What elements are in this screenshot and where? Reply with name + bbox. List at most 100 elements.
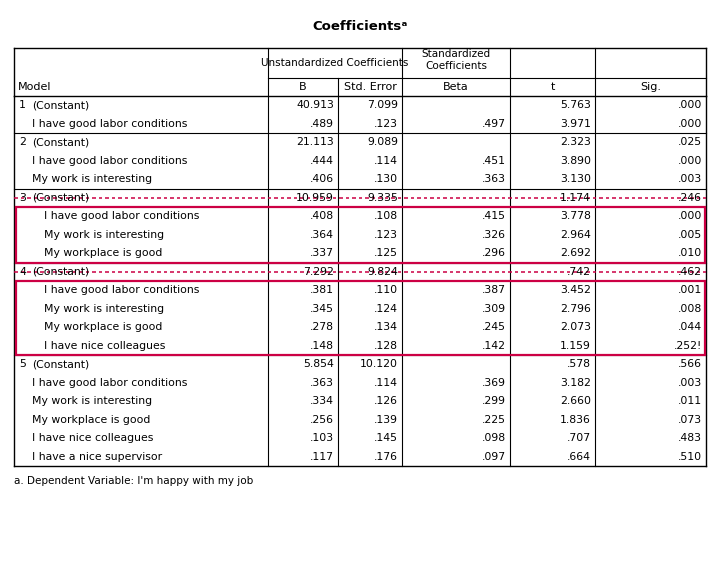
Text: (Constant): (Constant)	[32, 267, 89, 276]
Text: 2.692: 2.692	[560, 248, 591, 258]
Text: .742: .742	[567, 267, 591, 276]
Bar	[16, 207, 704, 263]
Text: 2.796: 2.796	[560, 304, 591, 314]
Text: .005: .005	[678, 230, 702, 240]
Text: 2.660: 2.660	[560, 396, 591, 406]
Text: (Constant): (Constant)	[32, 359, 89, 369]
Text: .123: .123	[374, 119, 398, 129]
Text: .510: .510	[678, 452, 702, 462]
Text: .125: .125	[374, 248, 398, 258]
Text: Beta: Beta	[443, 82, 469, 92]
Text: Unstandardized Coefficients: Unstandardized Coefficients	[261, 58, 409, 68]
Text: 9.089: 9.089	[367, 137, 398, 147]
Text: .103: .103	[310, 433, 334, 444]
Text: .010: .010	[678, 248, 702, 258]
Text: .008: .008	[678, 304, 702, 314]
Text: .000: .000	[678, 119, 702, 129]
Text: 4: 4	[19, 267, 26, 276]
Text: 3: 3	[19, 193, 26, 203]
Text: .124: .124	[374, 304, 398, 314]
Text: 3.890: 3.890	[560, 156, 591, 166]
Text: 3.778: 3.778	[560, 211, 591, 221]
Text: 1.159: 1.159	[560, 341, 591, 351]
Text: I have good labor conditions: I have good labor conditions	[44, 285, 199, 295]
Text: .252!: .252!	[674, 341, 702, 351]
Text: I have good labor conditions: I have good labor conditions	[44, 211, 199, 221]
Text: Coefficientsᵃ: Coefficientsᵃ	[312, 20, 408, 32]
Text: .123: .123	[374, 230, 398, 240]
Text: .337: .337	[310, 248, 334, 258]
Text: My work is interesting: My work is interesting	[44, 304, 164, 314]
Text: (Constant): (Constant)	[32, 100, 89, 110]
Text: 7.292: 7.292	[303, 267, 334, 276]
Text: .462: .462	[678, 267, 702, 276]
Text: .108: .108	[374, 211, 398, 221]
Text: 2.073: 2.073	[560, 322, 591, 332]
Text: Sig.: Sig.	[640, 82, 661, 92]
Text: .128: .128	[374, 341, 398, 351]
Text: I have good labor conditions: I have good labor conditions	[32, 119, 187, 129]
Text: .299: .299	[482, 396, 506, 406]
Text: 10.959: 10.959	[296, 193, 334, 203]
Text: 5: 5	[19, 359, 26, 369]
Text: 40.913: 40.913	[296, 100, 334, 110]
Text: .142: .142	[482, 341, 506, 351]
Text: .363: .363	[482, 175, 506, 184]
Text: (Constant): (Constant)	[32, 137, 89, 147]
Text: 2.323: 2.323	[560, 137, 591, 147]
Text: .126: .126	[374, 396, 398, 406]
Text: 9.335: 9.335	[367, 193, 398, 203]
Text: 3.971: 3.971	[560, 119, 591, 129]
Text: .176: .176	[374, 452, 398, 462]
Text: .246: .246	[678, 193, 702, 203]
Text: 1: 1	[19, 100, 26, 110]
Bar	[16, 281, 704, 355]
Text: .497: .497	[482, 119, 506, 129]
Text: .003: .003	[678, 175, 702, 184]
Text: .707: .707	[567, 433, 591, 444]
Text: .369: .369	[482, 378, 506, 388]
Text: My work is interesting: My work is interesting	[32, 396, 152, 406]
Text: .000: .000	[678, 156, 702, 166]
Text: I have nice colleagues: I have nice colleagues	[44, 341, 166, 351]
Text: .345: .345	[310, 304, 334, 314]
Text: Standardized
Coefficients: Standardized Coefficients	[421, 49, 490, 71]
Text: .114: .114	[374, 378, 398, 388]
Text: (Constant): (Constant)	[32, 193, 89, 203]
Text: My workplace is good: My workplace is good	[32, 415, 150, 425]
Text: .408: .408	[310, 211, 334, 221]
Text: .326: .326	[482, 230, 506, 240]
Text: .003: .003	[678, 378, 702, 388]
Text: B: B	[300, 82, 307, 92]
Text: .664: .664	[567, 452, 591, 462]
Text: .145: .145	[374, 433, 398, 444]
Text: .073: .073	[678, 415, 702, 425]
Text: .566: .566	[678, 359, 702, 369]
Text: .114: .114	[374, 156, 398, 166]
Text: 7.099: 7.099	[367, 100, 398, 110]
Text: .245: .245	[482, 322, 506, 332]
Text: 3.182: 3.182	[560, 378, 591, 388]
Text: .098: .098	[482, 433, 506, 444]
Text: Std. Error: Std. Error	[343, 82, 397, 92]
Text: .364: .364	[310, 230, 334, 240]
Text: 5.763: 5.763	[560, 100, 591, 110]
Text: .134: .134	[374, 322, 398, 332]
Text: .256: .256	[310, 415, 334, 425]
Text: .148: .148	[310, 341, 334, 351]
Text: .296: .296	[482, 248, 506, 258]
Text: .000: .000	[678, 100, 702, 110]
Text: 10.120: 10.120	[360, 359, 398, 369]
Text: .117: .117	[310, 452, 334, 462]
Text: .309: .309	[482, 304, 506, 314]
Text: .097: .097	[482, 452, 506, 462]
Text: My workplace is good: My workplace is good	[44, 322, 163, 332]
Text: My workplace is good: My workplace is good	[44, 248, 163, 258]
Text: My work is interesting: My work is interesting	[44, 230, 164, 240]
Text: 2.964: 2.964	[560, 230, 591, 240]
Text: .044: .044	[678, 322, 702, 332]
Text: .387: .387	[482, 285, 506, 295]
Text: 21.113: 21.113	[296, 137, 334, 147]
Text: .025: .025	[678, 137, 702, 147]
Text: .139: .139	[374, 415, 398, 425]
